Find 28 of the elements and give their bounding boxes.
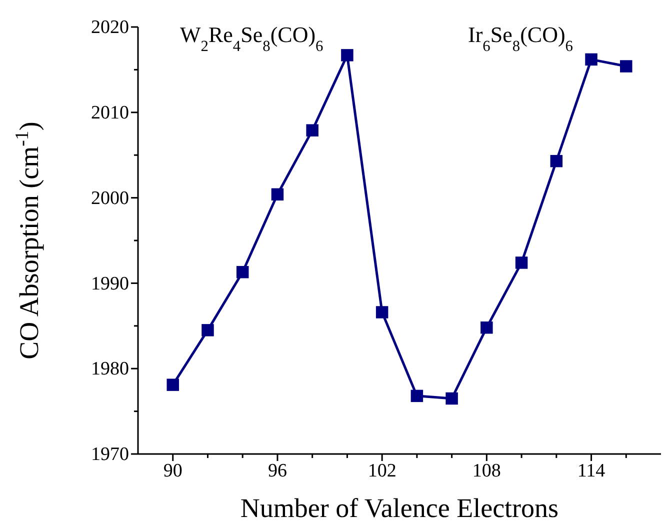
x-tick-label: 102 [368,460,396,482]
y-tick-label: 1970 [91,444,129,466]
point [515,256,528,269]
point [236,266,249,278]
annotation: W$_{2}$Re$_{4}$Se$_{8}$(CO)$_{6}$ [180,22,324,54]
y-tick-label: 1990 [91,273,129,294]
point [480,321,493,334]
annotation: Ir$_{6}$Se$_{8}$(CO)$_{6}$ [468,22,574,54]
y-tick-label: 2000 [91,188,129,209]
point [620,60,632,72]
x-tick-label: 114 [577,460,606,482]
point [271,188,284,201]
point [410,390,424,402]
y-tick-label: 2010 [91,102,129,124]
y-tick-label: 1980 [91,358,129,380]
point [306,124,318,136]
y-tick-label: 2020 [91,17,129,38]
x-tick-label: 96 [268,460,287,482]
point [550,154,563,168]
point [585,53,598,66]
x-tick-label: 90 [163,460,182,482]
point [202,324,214,336]
point [341,49,354,62]
point [446,392,458,405]
x-tick-label: 108 [472,460,501,482]
point [376,306,388,318]
point [166,378,179,391]
x-axis-title: Number of Valence Electrons [240,493,559,523]
